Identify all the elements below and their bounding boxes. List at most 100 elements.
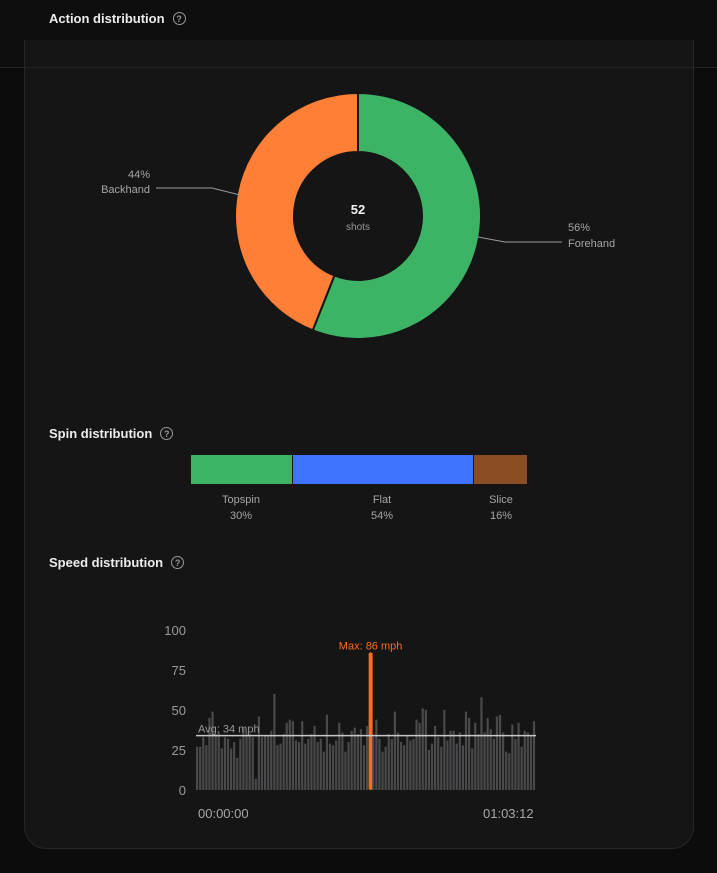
- speed-bar[interactable]: [396, 732, 400, 790]
- speed-bar[interactable]: [443, 710, 446, 790]
- speed-bar[interactable]: [502, 732, 505, 790]
- speed-bar[interactable]: [310, 734, 313, 790]
- speed-bar[interactable]: [205, 745, 208, 790]
- speed-bar[interactable]: [393, 711, 397, 790]
- speed-bar[interactable]: [350, 730, 353, 790]
- speed-bar[interactable]: [220, 748, 223, 790]
- speed-bar[interactable]: [375, 719, 378, 790]
- speed-bar[interactable]: [325, 714, 329, 790]
- speed-bar[interactable]: [434, 726, 437, 790]
- speed-bar[interactable]: [353, 727, 356, 790]
- speed-bar[interactable]: [294, 740, 298, 790]
- speed-bar[interactable]: [285, 722, 288, 790]
- speed-bar[interactable]: [523, 730, 526, 790]
- speed-bar[interactable]: [430, 743, 434, 790]
- speed-bar[interactable]: [446, 740, 449, 790]
- speed-bar[interactable]: [257, 716, 261, 790]
- speed-bar[interactable]: [483, 732, 486, 790]
- speed-bar[interactable]: [202, 737, 205, 790]
- speed-bar[interactable]: [406, 735, 409, 790]
- spin-segment-topspin[interactable]: [191, 455, 292, 484]
- speed-bar[interactable]: [362, 745, 366, 790]
- speed-bar[interactable]: [480, 697, 483, 790]
- speed-bar[interactable]: [276, 745, 279, 790]
- speed-bar[interactable]: [341, 732, 344, 790]
- speed-bar[interactable]: [415, 719, 418, 790]
- speed-bar[interactable]: [508, 753, 511, 790]
- speed-bar[interactable]: [322, 751, 325, 790]
- speed-bar[interactable]: [223, 737, 227, 790]
- speed-bar[interactable]: [489, 729, 492, 790]
- speed-bar[interactable]: [418, 722, 421, 790]
- help-icon[interactable]: ?: [160, 427, 174, 440]
- speed-bar[interactable]: [514, 738, 517, 790]
- speed-bar[interactable]: [498, 714, 502, 790]
- speed-bar[interactable]: [230, 748, 233, 790]
- speed-bar[interactable]: [251, 737, 254, 790]
- speed-bar[interactable]: [449, 730, 452, 790]
- speed-bar[interactable]: [260, 737, 264, 790]
- speed-bar[interactable]: [248, 734, 251, 790]
- speed-bar[interactable]: [214, 734, 217, 790]
- speed-bar[interactable]: [387, 734, 390, 790]
- speed-bar[interactable]: [332, 745, 335, 790]
- speed-bar[interactable]: [390, 738, 393, 790]
- speed-bar[interactable]: [526, 732, 529, 790]
- speed-bar[interactable]: [520, 746, 523, 790]
- speed-bar[interactable]: [245, 732, 248, 790]
- speed-bar[interactable]: [486, 718, 489, 790]
- speed-bar[interactable]: [301, 721, 304, 790]
- speed-bar[interactable]: [424, 710, 427, 790]
- speed-bar[interactable]: [532, 721, 536, 790]
- speed-bar[interactable]: [505, 751, 508, 790]
- speed-bar[interactable]: [427, 750, 431, 790]
- speed-bar[interactable]: [217, 732, 220, 790]
- speed-bar[interactable]: [517, 722, 520, 790]
- speed-bar[interactable]: [437, 737, 440, 790]
- speed-bar[interactable]: [384, 746, 387, 790]
- speed-bar[interactable]: [495, 716, 499, 790]
- speed-bar[interactable]: [316, 742, 319, 790]
- speed-bar[interactable]: [452, 730, 455, 790]
- speed-bar[interactable]: [307, 738, 310, 790]
- speed-bar[interactable]: [403, 745, 406, 790]
- speed-bar[interactable]: [226, 738, 230, 790]
- speed-bar[interactable]: [304, 743, 307, 790]
- speed-bar[interactable]: [211, 711, 214, 790]
- speed-bar[interactable]: [239, 738, 242, 790]
- speed-bar[interactable]: [440, 746, 443, 790]
- speed-bar[interactable]: [492, 738, 495, 790]
- speed-bar[interactable]: [328, 743, 332, 790]
- speed-bar[interactable]: [273, 694, 276, 790]
- speed-bar[interactable]: [291, 721, 295, 790]
- spin-segment-flat[interactable]: [291, 455, 474, 484]
- speed-bar[interactable]: [279, 743, 282, 790]
- speed-bar[interactable]: [464, 711, 468, 790]
- speed-bar[interactable]: [529, 735, 533, 790]
- speed-bar[interactable]: [356, 734, 359, 790]
- speed-bar[interactable]: [319, 738, 322, 790]
- speed-bar[interactable]: [455, 743, 458, 790]
- speed-bar[interactable]: [347, 742, 350, 790]
- speed-bar[interactable]: [372, 737, 375, 790]
- speed-bar[interactable]: [409, 740, 412, 790]
- speed-bar[interactable]: [468, 718, 471, 790]
- speed-bar[interactable]: [421, 708, 424, 790]
- donut-slice-forehand[interactable]: [311, 91, 482, 340]
- speed-bar[interactable]: [344, 751, 347, 790]
- speed-bar[interactable]: [338, 722, 341, 790]
- speed-bar[interactable]: [477, 734, 480, 790]
- speed-bar[interactable]: [412, 738, 415, 790]
- speed-bar[interactable]: [288, 719, 291, 790]
- speed-bar[interactable]: [282, 734, 285, 790]
- speed-bar[interactable]: [474, 722, 477, 790]
- speed-bar[interactable]: [313, 726, 316, 790]
- speed-bar[interactable]: [458, 732, 461, 790]
- spin-segment-slice[interactable]: [473, 455, 527, 484]
- speed-bar[interactable]: [233, 742, 236, 790]
- speed-bar[interactable]: [471, 748, 474, 790]
- speed-bar[interactable]: [366, 726, 369, 790]
- speed-bar[interactable]: [236, 758, 239, 790]
- donut-slice-backhand[interactable]: [233, 91, 359, 332]
- speed-bar[interactable]: [242, 727, 245, 790]
